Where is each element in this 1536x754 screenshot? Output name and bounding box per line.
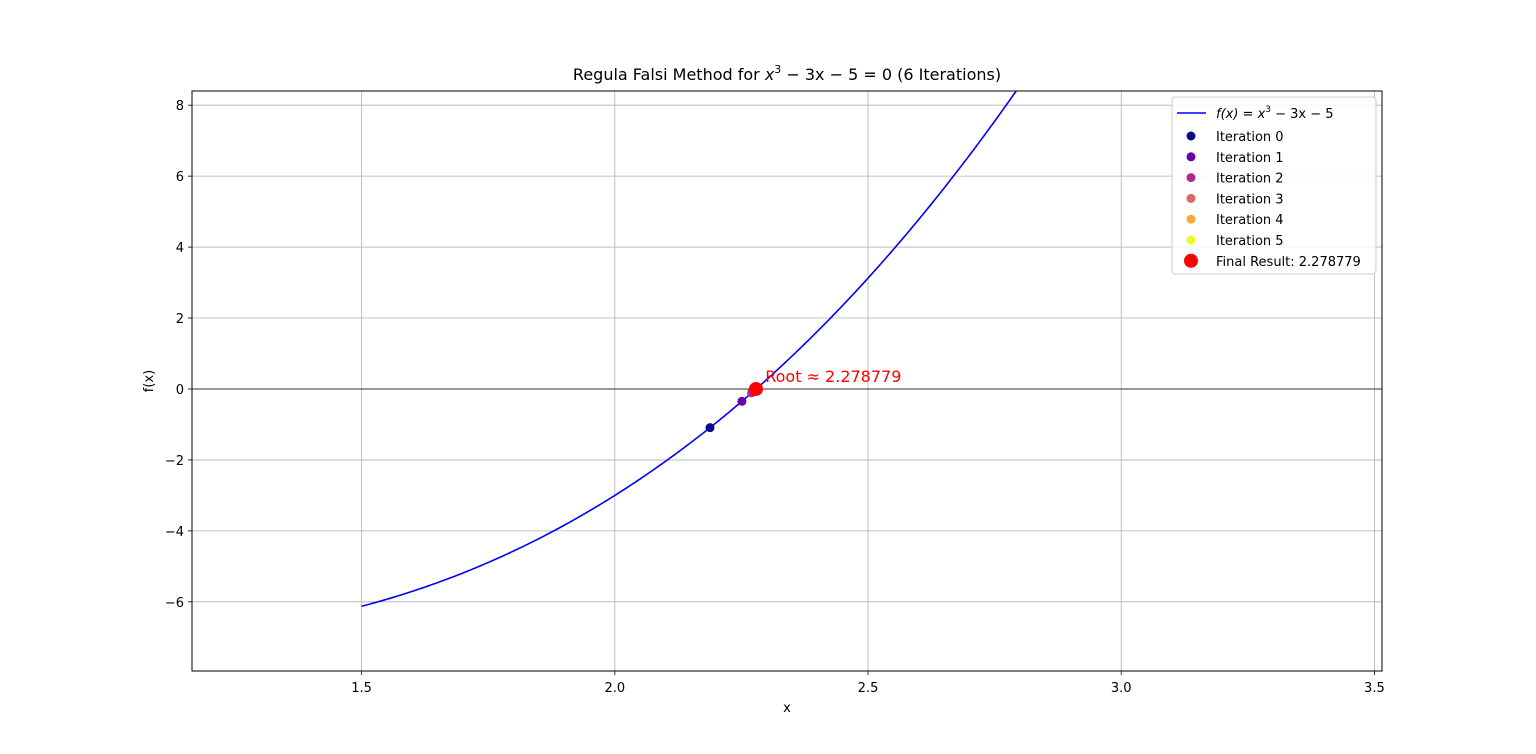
- x-tick-label: 2.5: [858, 681, 879, 696]
- legend-marker: [1186, 152, 1196, 162]
- legend-curve-label: f(x) = x3 − 3x − 5: [1216, 105, 1334, 122]
- y-tick-label: 2: [176, 312, 184, 327]
- root-annotation: Root ≈ 2.278779: [765, 367, 901, 386]
- legend-marker: [1186, 193, 1196, 203]
- x-tick-label: 3.0: [1111, 681, 1132, 696]
- legend-items: Iteration 0 Iteration 1 Iteration 2 Iterati…: [1184, 130, 1361, 270]
- legend-label: Final Result: 2.278779: [1216, 255, 1361, 270]
- iteration-point-0: [705, 423, 715, 433]
- plot-frame: [191, 90, 1383, 672]
- x-axis-ticks: 1.5 2.0 2.5 3.0 3.5: [351, 671, 1385, 696]
- legend-curve-exp: 3: [1265, 105, 1271, 115]
- legend-marker: [1186, 131, 1196, 141]
- legend-marker: [1186, 173, 1196, 183]
- legend-marker: [1186, 214, 1196, 224]
- y-tick-label: 4: [176, 241, 184, 256]
- legend-curve-rhs: − 3x − 5: [1271, 107, 1334, 122]
- legend-label: Iteration 2: [1216, 172, 1284, 187]
- x-tick-label: 2.0: [604, 681, 625, 696]
- legend-label: Iteration 4: [1216, 213, 1284, 228]
- title-math-base: x: [764, 65, 775, 84]
- title-suffix: − 3x − 5 = 0 (6 Iterations): [781, 65, 1001, 84]
- legend-label: Iteration 1: [1216, 151, 1284, 166]
- final-result-point: [748, 381, 763, 396]
- x-tick-label: 3.5: [1364, 681, 1385, 696]
- y-tick-label: −6: [165, 596, 184, 611]
- y-tick-label: 8: [176, 99, 184, 114]
- legend-marker: [1184, 253, 1198, 268]
- legend-curve-lhs: f(x) = x: [1216, 107, 1266, 122]
- y-tick-label: −4: [165, 525, 184, 540]
- x-tick-label: 1.5: [351, 681, 372, 696]
- legend-marker: [1186, 235, 1196, 245]
- y-axis-ticks: −6 −4 −2 0 2 4 6 8: [165, 99, 192, 611]
- y-tick-label: −2: [165, 454, 184, 469]
- y-tick-label: 6: [176, 170, 184, 185]
- legend: f(x) = x3 − 3x − 5 Iteration 0Iteration …: [1171, 96, 1377, 275]
- legend-label: Iteration 0: [1216, 130, 1284, 145]
- title-math-exponent: 3: [774, 63, 781, 76]
- legend-label: Iteration 3: [1216, 192, 1284, 207]
- iteration-points: [705, 381, 763, 433]
- title-prefix: Regula Falsi Method for: [573, 65, 765, 84]
- y-tick-label: 0: [176, 383, 184, 398]
- iteration-point-1: [737, 396, 747, 406]
- legend-label: Iteration 5: [1216, 234, 1284, 249]
- chart-title: Regula Falsi Method for x3 − 3x − 5 = 0 …: [573, 63, 1001, 84]
- y-axis-label: f(x): [142, 370, 157, 392]
- x-axis-label: x: [783, 701, 791, 716]
- legend-box: [1171, 96, 1377, 275]
- function-curve: [361, 91, 1018, 608]
